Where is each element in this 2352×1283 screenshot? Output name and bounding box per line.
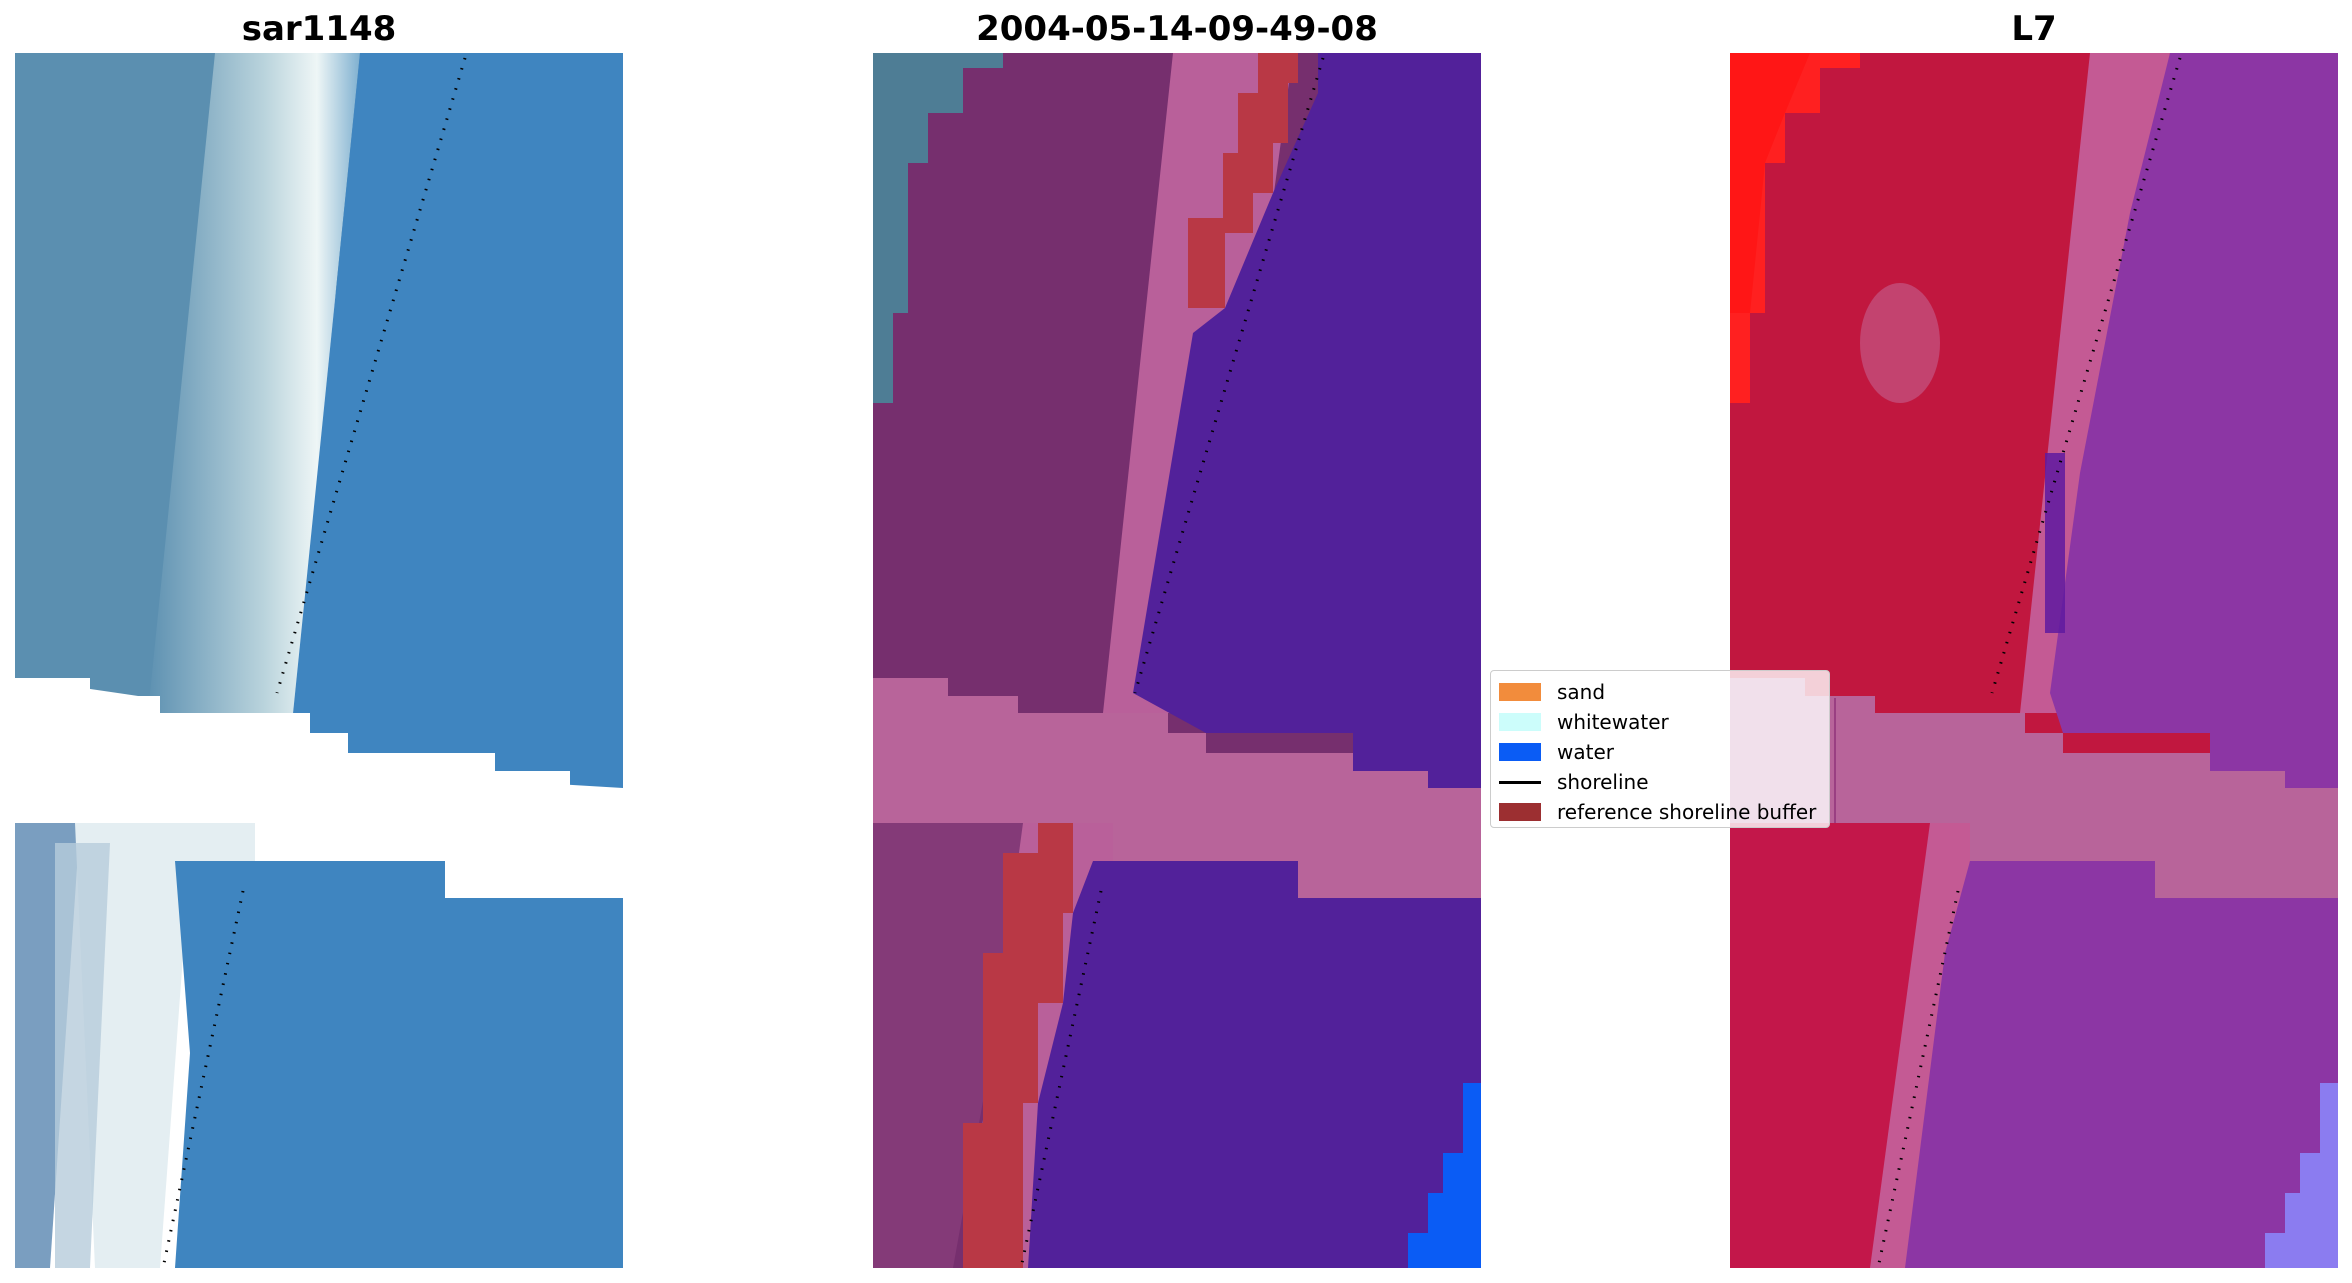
ndwi-pink-band [1730,678,2338,898]
water-swatch [1499,743,1541,761]
ndwi-sea-top [2050,53,2338,788]
ndwi-image [1730,53,2338,1268]
rgb-image-panel [15,53,623,1268]
shoreline [161,57,467,1268]
rgb-beach-bottom [75,823,255,1268]
legend-label: reference shoreline buffer [1557,800,1817,824]
legend-item-whitewater: whitewater [1499,707,1821,737]
sand-swatch [1499,683,1541,701]
ndwi-light-patch [2265,1083,2338,1268]
panel-title-ndwi: L7 [2011,9,2057,49]
rgb-beach-top [145,53,360,743]
class-sea-bottom [1028,861,1481,1268]
legend-label: sand [1557,680,1606,704]
legend-label: whitewater [1557,710,1669,734]
whitewater-swatch [1499,713,1541,731]
class-sea-top [1133,53,1481,788]
legend-item-water: water [1499,737,1821,767]
legend-item-sand: sand [1499,677,1821,707]
rgb-nodata [15,678,623,898]
rgb-sea-bottom [175,861,623,1268]
legend-item-buffer: reference shoreline buffer [1499,797,1821,827]
rgb-image [15,53,623,1268]
class-buffer-top [1188,53,1298,308]
class-water [1408,1083,1481,1268]
legend-label: shoreline [1557,770,1649,794]
rgb-sea-top [215,53,623,788]
legend-item-shoreline: shoreline [1499,767,1821,797]
class-teal [873,53,1003,403]
classification-image [873,53,1481,1268]
shoreline-line-icon [1499,780,1541,784]
class-pink-band [873,678,1481,898]
legend: sand whitewater water shoreline referenc… [1490,670,1830,828]
ndwi-panel [1730,53,2338,1268]
classification-panel [873,53,1481,1268]
panel-title-rgb: sar1148 [241,9,397,49]
ndwi-sea-bottom [1905,861,2338,1268]
panel-title-classification: 2004-05-14-09-49-08 [976,9,1378,49]
buffer-swatch [1499,803,1541,821]
legend-label: water [1557,740,1614,764]
class-buffer-bottom [963,823,1073,1268]
